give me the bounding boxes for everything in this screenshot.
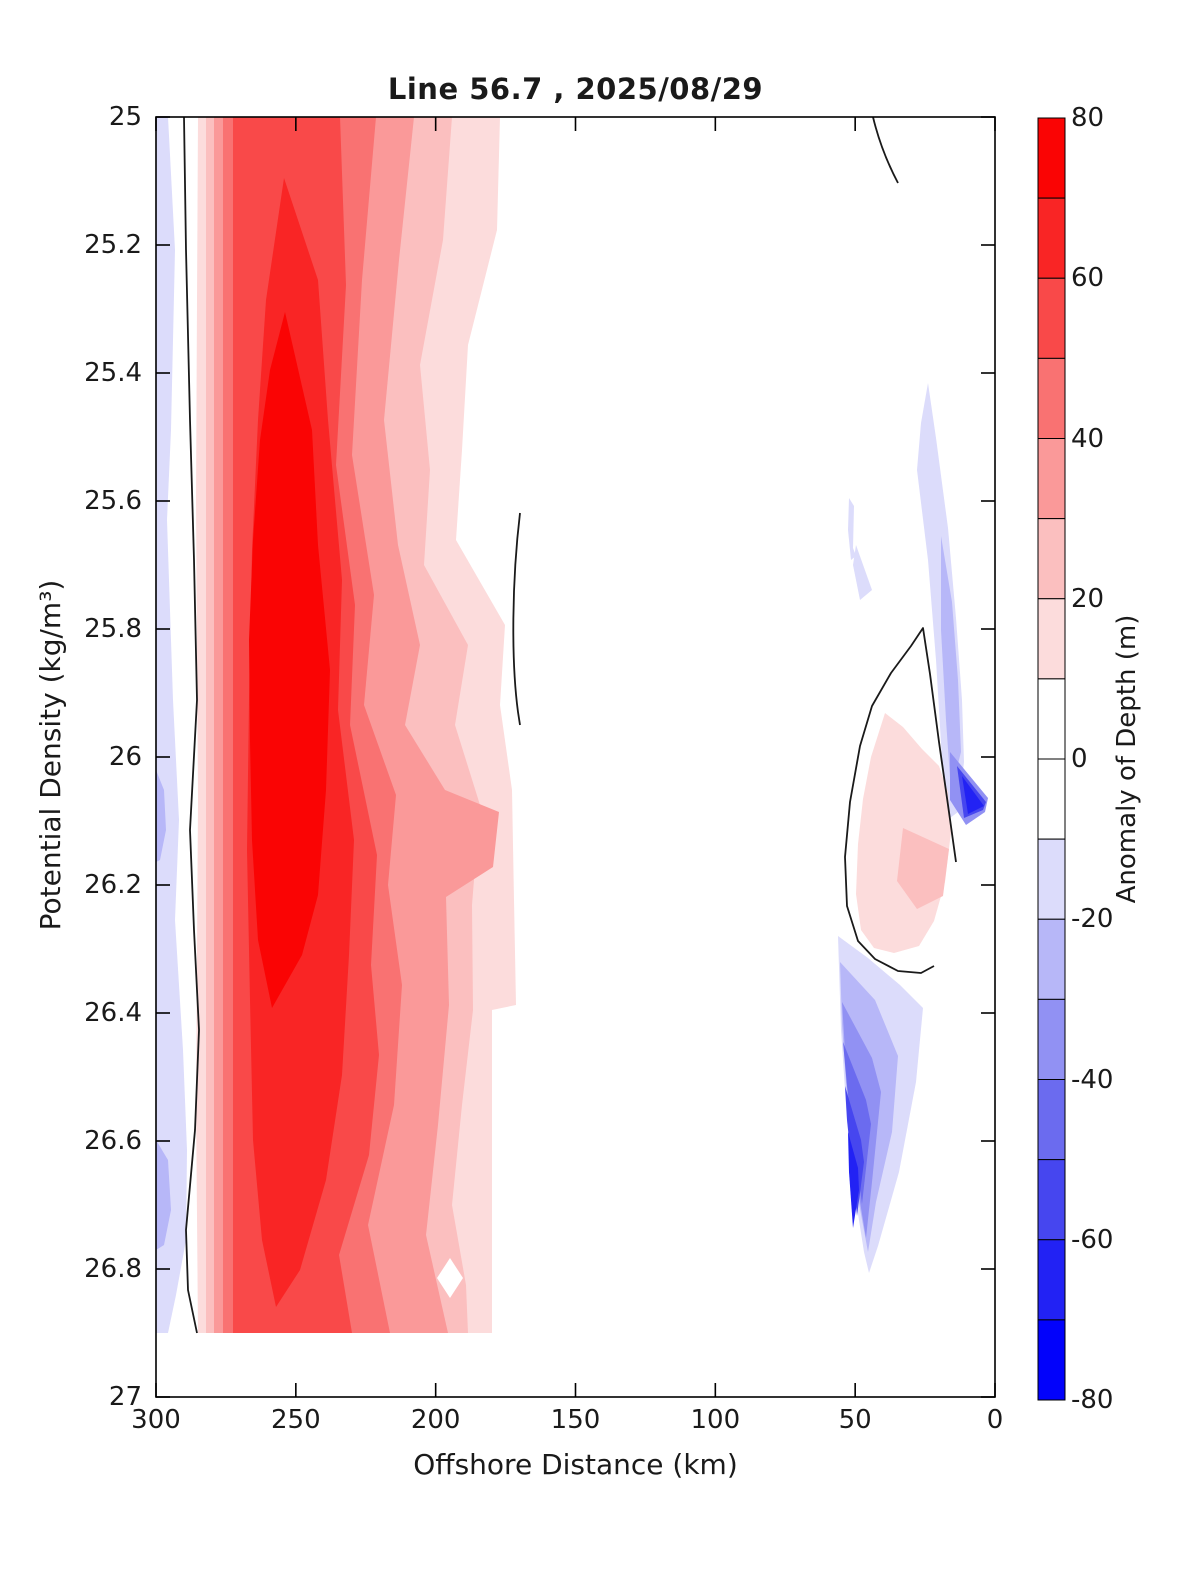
x-tick-label: 100: [690, 1405, 741, 1435]
contour-white-hole: [437, 1258, 463, 1298]
y-tick-label: 25.4: [84, 358, 142, 388]
colorbar-segment: [1037, 197, 1066, 279]
y-tick-label: 26.2: [84, 870, 142, 900]
colorbar-segment: [1037, 678, 1066, 760]
contour-small-negative-triangle: [853, 545, 872, 600]
x-tick-label: 50: [838, 1405, 872, 1435]
colorbar-segment: [1037, 1319, 1066, 1401]
colorbar-segment: [1037, 117, 1066, 199]
x-axis-label: Offshore Distance (km): [413, 1448, 738, 1481]
contour-coastal-wedge-60-70m: [848, 1132, 859, 1228]
colorbar-tick-label: 80: [1071, 103, 1105, 133]
colorbar-segment: [1037, 838, 1066, 920]
colorbar-segment: [1037, 518, 1066, 600]
colorbar-segment: [1037, 998, 1066, 1080]
zero-contour-coastal-loop: [844, 627, 957, 974]
contour-offshore-negative-patch-2: [156, 1140, 171, 1250]
y-tick-label: 26.8: [84, 1254, 142, 1284]
zero-contour-mid-arc: [512, 512, 521, 726]
y-tick-label: 25.8: [84, 614, 142, 644]
chart-title: Line 56.7 , 2025/08/29: [387, 72, 764, 106]
colorbar-segment: [1037, 598, 1066, 680]
contour-slanted-negative-band-core: [941, 536, 961, 792]
colorbar-segment: [1037, 758, 1066, 840]
contour-nearshore-spot-core: [962, 776, 984, 814]
contour-offshore-negative-patch-1: [156, 770, 166, 862]
x-tick-label: 300: [131, 1405, 181, 1435]
y-tick-label: 26: [108, 742, 142, 772]
colorbar-tick-label: -60: [1071, 1224, 1114, 1255]
y-tick-label: 25: [108, 102, 142, 132]
contour-coastal-wedge-50-60m: [845, 1086, 864, 1216]
y-tick-label: 25.6: [84, 486, 142, 516]
x-tick-label: 250: [271, 1405, 321, 1435]
contour-small-negative-sliver: [848, 498, 856, 560]
colorbar-tick-label: 0: [1071, 744, 1088, 774]
zero-contour-top-right: [872, 117, 899, 184]
colorbar-segment: [1037, 357, 1066, 439]
zero-contour-offshore: [183, 117, 200, 1334]
x-tick-label: 200: [410, 1405, 461, 1435]
x-tick-label: 0: [986, 1405, 1004, 1435]
colorbar-segment: [1037, 1239, 1066, 1321]
contour-offshore-negative-strip: [156, 117, 187, 1333]
y-tick-label: 26.4: [84, 998, 142, 1028]
y-tick-label: 27: [108, 1382, 142, 1412]
y-tick-label: 25.2: [84, 230, 142, 260]
contour-core-70-80m: [249, 312, 330, 1008]
contour-coastal-positive-lens-core: [897, 828, 949, 909]
colorbar-segment: [1037, 438, 1066, 520]
contour-coastal-wedge-40-50m: [843, 1042, 871, 1204]
x-tick-label: 150: [550, 1405, 601, 1435]
colorbar-segment: [1037, 918, 1066, 1000]
colorbar-segment: [1037, 1079, 1066, 1161]
colorbar-tick-label: -20: [1071, 904, 1114, 935]
colorbar-segment: [1037, 277, 1066, 359]
contour-field: [156, 117, 988, 1334]
y-tick-label: 26.6: [84, 1126, 142, 1156]
colorbar-tick-label: -80: [1071, 1385, 1114, 1415]
colorbar-tick-label: 60: [1071, 263, 1105, 294]
colorbar-tick-label: -40: [1071, 1064, 1114, 1095]
colorbar-tick-label: 20: [1071, 583, 1105, 614]
colorbar-tick-label: 40: [1071, 423, 1105, 454]
colorbar: [1037, 117, 1066, 1401]
plot-border: [155, 116, 996, 1398]
colorbar-segment: [1037, 1159, 1066, 1241]
